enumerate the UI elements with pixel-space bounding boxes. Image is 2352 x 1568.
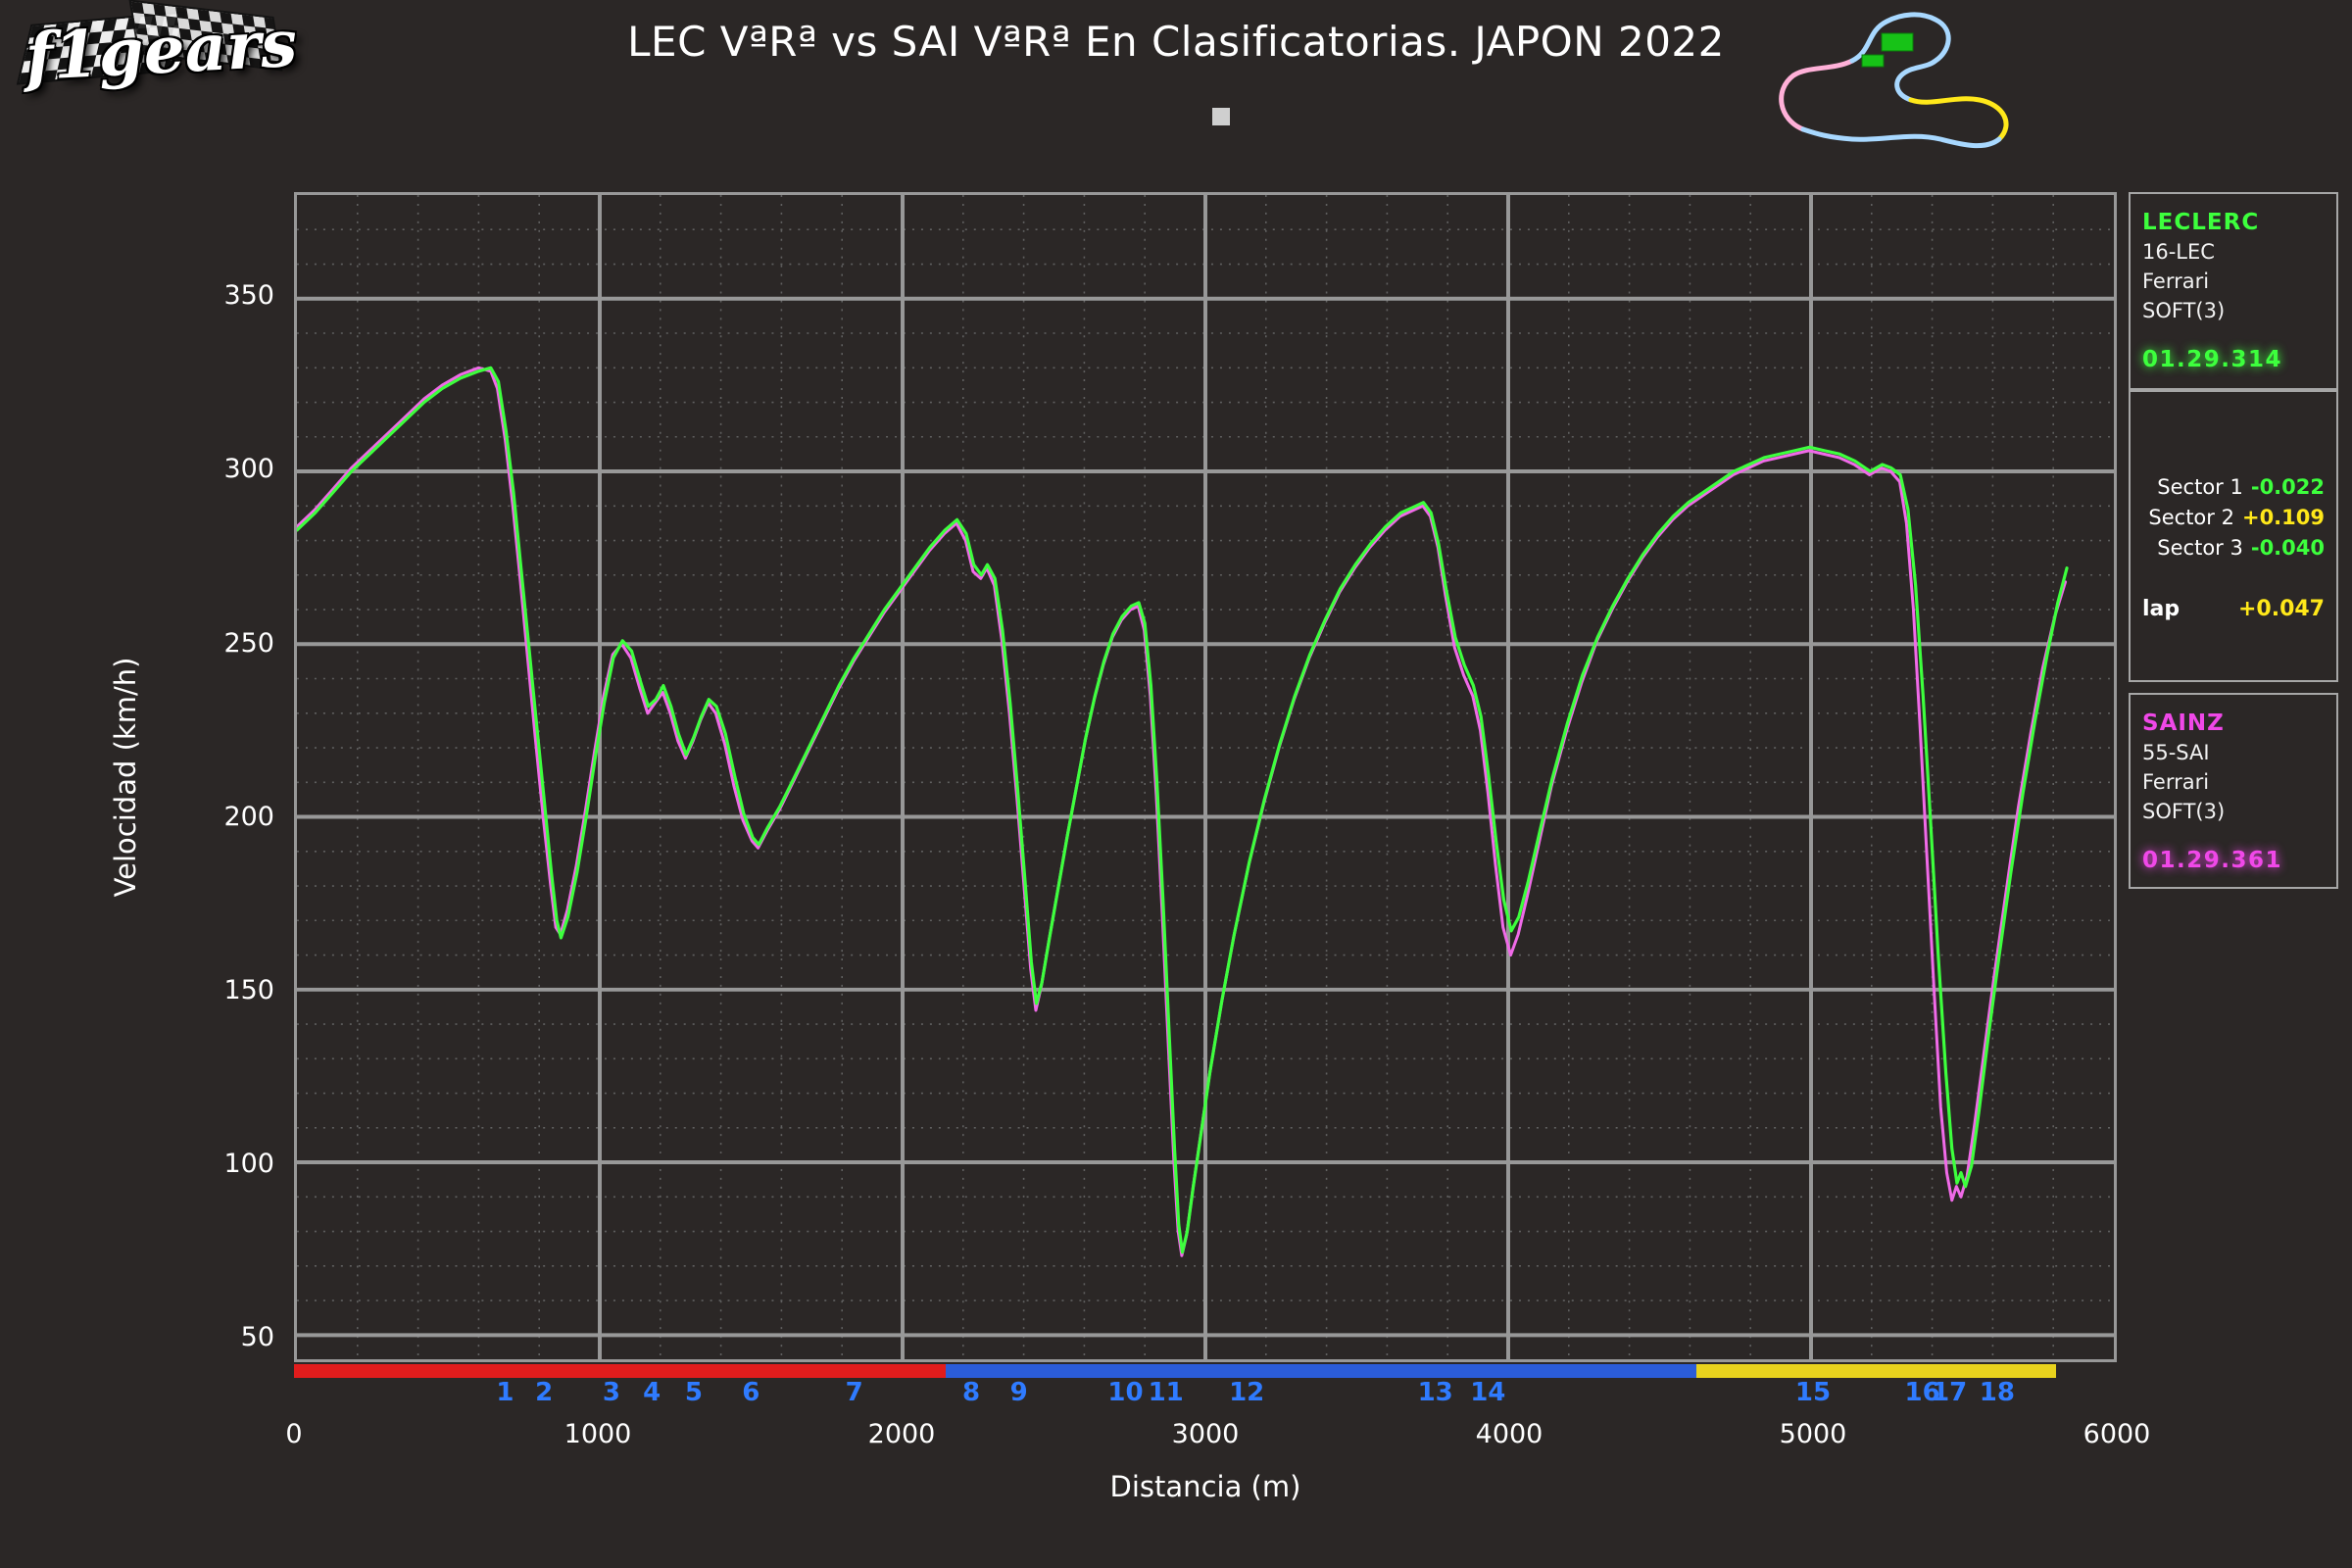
sector-delta-row: Sector 1 -0.022 [2142,472,2325,503]
lap-delta-value: +0.047 [2237,597,2325,621]
sainz-code: 55-SAI [2142,741,2210,764]
track-outline-sector-2 [1849,12,1951,103]
corner-number: 16 [1904,1378,1940,1407]
leclerc-team: Ferrari [2142,270,2210,293]
speed-trace-SAI [297,366,2068,1257]
x-tick-label: 3000 [1171,1419,1240,1449]
corner-number: 4 [643,1378,662,1407]
x-tick-label: 4000 [1475,1419,1544,1449]
x-tick-label: 0 [285,1419,303,1449]
chart-title: LEC VªRª vs SAI VªRª En Clasificatorias.… [627,18,1725,66]
sector-delta-label: Sector 1 [2157,475,2243,499]
corner-number: 5 [684,1378,703,1407]
leclerc-info-box: LECLERC 16-LEC Ferrari SOFT(3) 01.29.314 [2129,192,2338,390]
sector-bar [294,1364,2117,1378]
corner-number: 15 [1794,1378,1832,1407]
y-tick-label: 350 [223,280,274,312]
sainz-team: Ferrari [2142,770,2210,794]
sector-delta-value: -0.040 [2250,536,2325,560]
drs-zone-marker [1881,32,1914,52]
corner-number: 10 [1107,1378,1144,1407]
leclerc-tyre: SOFT(3) [2142,299,2226,322]
sector-delta-row: Sector 2 +0.109 [2142,503,2325,533]
corner-number: 9 [1009,1378,1028,1407]
corner-number: 13 [1417,1378,1453,1407]
corner-number: 18 [1979,1378,2015,1407]
sector-delta-value: +0.109 [2241,506,2325,529]
sector-1-segment [294,1364,946,1378]
lap-delta-label: lap [2142,597,2180,621]
track-outline-sector-1 [1779,58,1855,132]
y-tick-label: 300 [223,454,274,485]
delta-box: Sector 1 -0.022 Sector 2 +0.109 Sector 3 -0.0… [2129,390,2338,682]
corner-number: 2 [535,1378,554,1407]
corner-number: 7 [845,1378,863,1407]
sector-3-segment [1695,1364,2056,1378]
sector-delta-value: -0.022 [2250,475,2325,499]
sainz-lap-time: 01.29.361 [2142,848,2282,873]
legend-marker [1212,108,1230,125]
sainz-name: SAINZ [2142,710,2225,736]
sainz-info-box: SAINZ 55-SAI Ferrari SOFT(3) 01.29.361 [2129,693,2338,889]
corner-number: 3 [602,1378,620,1407]
track-map [1779,12,2009,149]
sector-delta-row: Sector 3 -0.040 [2142,533,2325,564]
y-tick-label: 100 [223,1149,274,1180]
chart-canvas [297,195,2114,1359]
leclerc-code: 16-LEC [2142,240,2215,264]
x-axis-title: Distancia (m) [1109,1470,1301,1503]
sector-delta-label: Sector 2 [2148,506,2234,529]
y-tick-label: 250 [223,627,274,659]
track-outline-sector-3 [1908,96,2009,142]
corner-number: 12 [1229,1378,1265,1407]
sector-2-segment [945,1364,1696,1378]
leclerc-name: LECLERC [2142,210,2260,235]
sector-deltas: Sector 1 -0.022 Sector 2 +0.109 Sector 3 -0.0… [2142,472,2325,564]
sector-delta-label: Sector 3 [2157,536,2243,560]
sainz-tyre: SOFT(3) [2142,800,2226,823]
lap-delta-row: lap +0.047 [2142,597,2325,621]
x-tick-label: 5000 [1779,1419,1847,1449]
telemetry-plot [294,192,2117,1362]
corner-number: 11 [1148,1378,1184,1407]
y-tick-label: 150 [223,974,274,1005]
leclerc-lap-time: 01.29.314 [2142,347,2282,372]
y-axis-title: Velocidad (km/h) [109,657,142,898]
x-tick-label: 1000 [564,1419,632,1449]
corner-number: 1 [496,1378,514,1407]
speed-trace-LEC [297,366,2069,1254]
y-tick-label: 200 [223,801,274,832]
corner-number: 17 [1932,1378,1968,1407]
drs-zone-marker [1861,54,1885,68]
corner-number: 8 [961,1378,981,1407]
y-tick-label: 50 [240,1322,274,1353]
track-outline-return [1800,126,2002,149]
x-tick-label: 2000 [867,1419,936,1449]
corner-number: 6 [742,1378,760,1407]
x-tick-label: 6000 [2082,1419,2151,1449]
corner-number: 14 [1470,1378,1506,1407]
